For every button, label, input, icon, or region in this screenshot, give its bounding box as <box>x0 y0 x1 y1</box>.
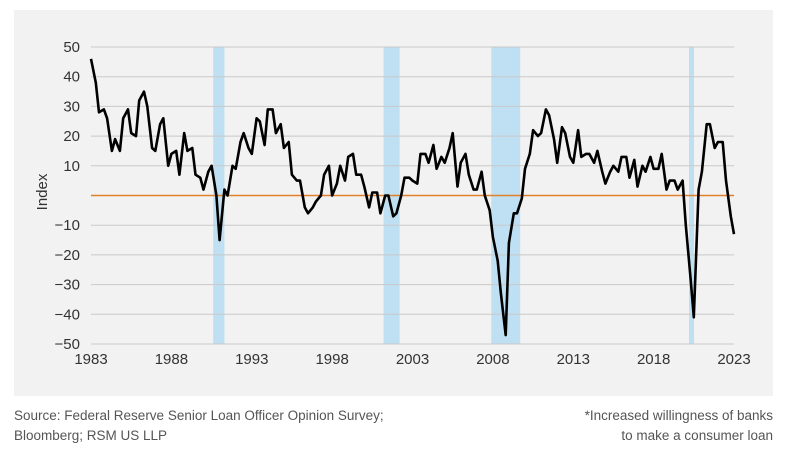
y-tick-label: 20 <box>63 128 80 145</box>
y-tick-label: −40 <box>55 306 80 323</box>
x-tick-label: 1983 <box>74 351 107 368</box>
x-tick-labels: 1983 1988 1993 1998 2003 2008 2013 2018 2023 <box>74 351 750 368</box>
y-tick-label: 30 <box>63 98 80 115</box>
series-line-0 <box>89 58 736 337</box>
x-tick-label: 2013 <box>557 351 590 368</box>
y-tick-label: 40 <box>63 69 80 86</box>
footnote: *Increased willingness of banks to make … <box>473 406 773 446</box>
source-line-2: Bloomberg; RSM US LLP <box>14 428 168 443</box>
x-tick-label: 2018 <box>637 351 670 368</box>
source-note: Source: Federal Reserve Senior Loan Offi… <box>14 406 454 446</box>
y-tick-label: −50 <box>55 336 80 353</box>
y-axis-label: Index <box>34 173 51 210</box>
x-tick-label: 2023 <box>717 351 750 368</box>
x-tick-label: 1988 <box>155 351 188 368</box>
y-tick-label: 10 <box>63 158 80 175</box>
x-tick-label: 1998 <box>315 351 348 368</box>
series-layer <box>89 58 736 337</box>
x-tick-label: 1993 <box>235 351 268 368</box>
chart-panel: 50 40 30 20 10 −10 −20 −30 −40 −50 1983 1988 1993 19… <box>14 10 773 396</box>
footnote-line-2: to make a consumer loan <box>621 428 773 443</box>
source-line-1: Source: Federal Reserve Senior Loan Offi… <box>14 408 384 423</box>
y-tick-label: −30 <box>55 277 80 294</box>
y-tick-label: −20 <box>55 247 80 264</box>
x-tick-label: 2008 <box>476 351 509 368</box>
footnote-line-1: *Increased willingness of banks <box>584 408 773 423</box>
y-tick-labels: 50 40 30 20 10 −10 −20 −30 −40 −50 <box>55 39 80 353</box>
x-tick-label: 2003 <box>396 351 429 368</box>
y-tick-label: −10 <box>55 217 80 234</box>
y-tick-label: 50 <box>63 39 80 56</box>
